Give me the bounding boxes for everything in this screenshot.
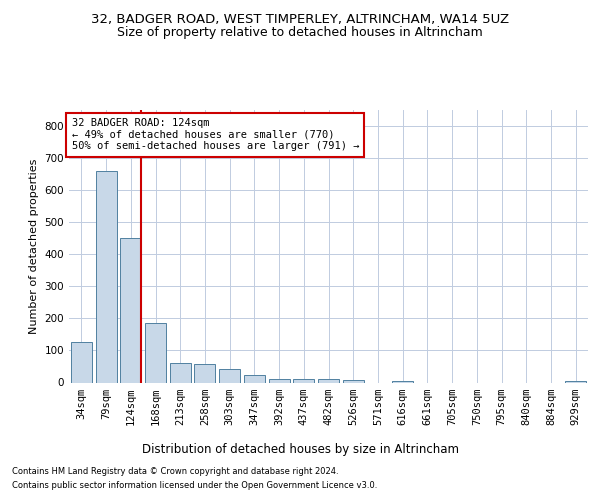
- Text: 32 BADGER ROAD: 124sqm
← 49% of detached houses are smaller (770)
50% of semi-de: 32 BADGER ROAD: 124sqm ← 49% of detached…: [71, 118, 359, 152]
- Bar: [145, 323, 166, 382]
- Bar: [392, 381, 413, 382]
- Text: 32, BADGER ROAD, WEST TIMPERLEY, ALTRINCHAM, WA14 5UZ: 32, BADGER ROAD, WEST TIMPERLEY, ALTRINC…: [91, 12, 509, 26]
- Bar: [343, 380, 364, 382]
- Bar: [95, 171, 116, 382]
- Text: Contains HM Land Registry data © Crown copyright and database right 2024.: Contains HM Land Registry data © Crown c…: [12, 468, 338, 476]
- Y-axis label: Number of detached properties: Number of detached properties: [29, 158, 39, 334]
- Bar: [219, 369, 240, 382]
- Text: Size of property relative to detached houses in Altrincham: Size of property relative to detached ho…: [117, 26, 483, 39]
- Text: Distribution of detached houses by size in Altrincham: Distribution of detached houses by size …: [142, 442, 458, 456]
- Bar: [194, 364, 215, 382]
- Bar: [318, 378, 339, 382]
- Bar: [293, 378, 314, 382]
- Bar: [244, 375, 265, 382]
- Bar: [120, 238, 141, 382]
- Bar: [269, 380, 290, 382]
- Bar: [71, 342, 92, 382]
- Bar: [170, 364, 191, 382]
- Bar: [565, 381, 586, 382]
- Text: Contains public sector information licensed under the Open Government Licence v3: Contains public sector information licen…: [12, 481, 377, 490]
